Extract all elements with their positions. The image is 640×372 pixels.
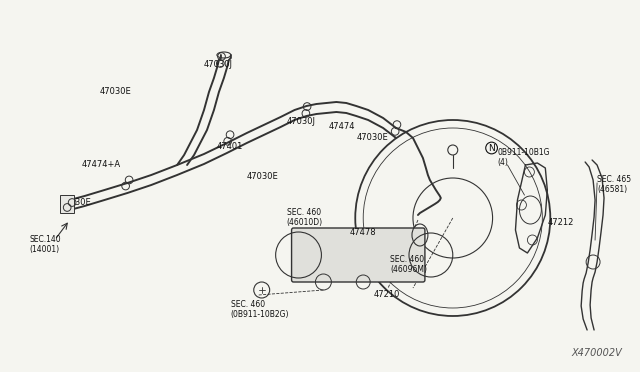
FancyBboxPatch shape <box>292 228 425 282</box>
Text: 47030E: 47030E <box>99 87 131 96</box>
Text: 47030J: 47030J <box>204 60 233 69</box>
Text: 47030J: 47030J <box>287 117 316 126</box>
Text: 47478: 47478 <box>349 228 376 237</box>
Text: 47401: 47401 <box>217 142 243 151</box>
Text: SEC.140
(14001): SEC.140 (14001) <box>30 235 61 254</box>
Text: 47030E: 47030E <box>247 172 278 181</box>
Text: 47030E: 47030E <box>60 198 92 207</box>
Text: SEC. 460
(0B911-10B2G): SEC. 460 (0B911-10B2G) <box>231 300 289 320</box>
Text: X470002V: X470002V <box>572 348 623 358</box>
FancyBboxPatch shape <box>60 195 74 213</box>
Text: N: N <box>488 144 495 153</box>
Text: 0B911-10B1G
(4): 0B911-10B1G (4) <box>497 148 550 167</box>
Text: 47212: 47212 <box>547 218 573 227</box>
Text: SEC. 460
(46096M): SEC. 460 (46096M) <box>390 255 427 275</box>
Text: SEC. 460
(46010D): SEC. 460 (46010D) <box>287 208 323 227</box>
Text: 47474: 47474 <box>328 122 355 131</box>
Text: 47030E: 47030E <box>356 133 388 142</box>
Text: 47474+A: 47474+A <box>81 160 121 169</box>
Text: SEC. 465
(46581): SEC. 465 (46581) <box>597 175 631 195</box>
Text: 47210: 47210 <box>373 290 399 299</box>
